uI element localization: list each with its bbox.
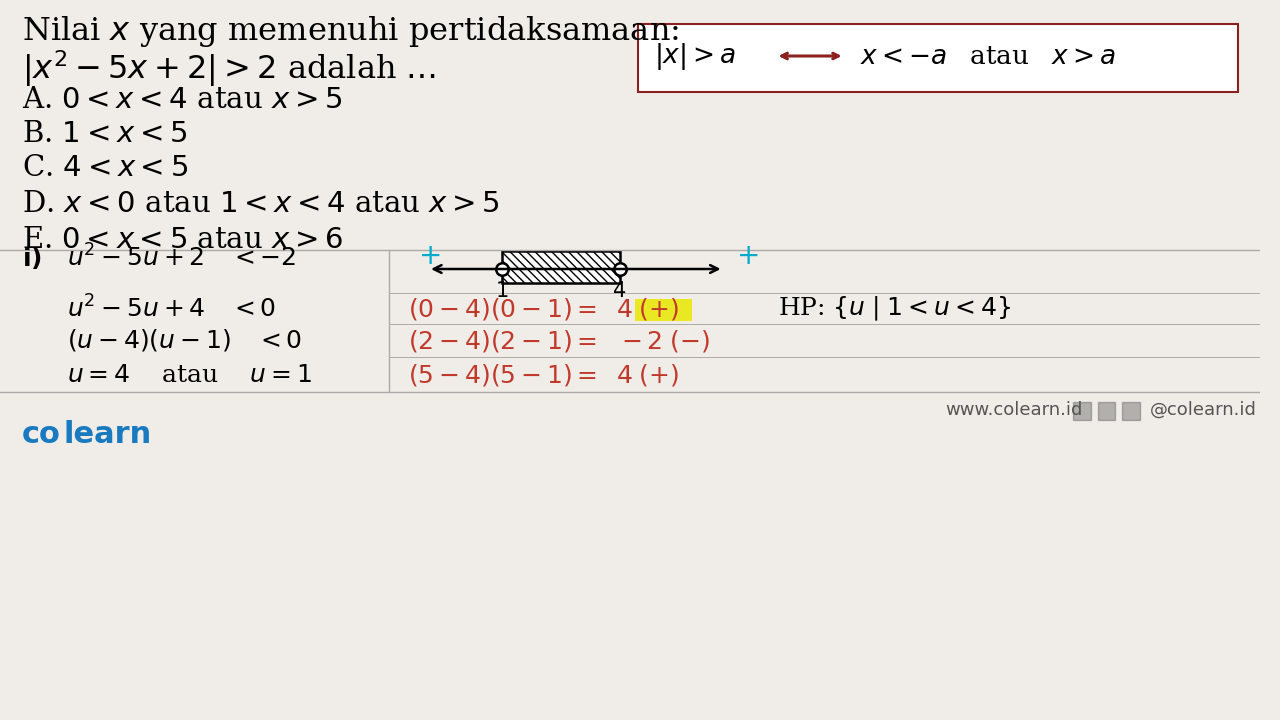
Bar	[1123, 402, 1139, 420]
Text: $(0-4)(0-1) = \;\; 4\; (+)$: $(0-4)(0-1) = \;\; 4\; (+)$	[408, 296, 680, 322]
Text: $u^2 - 5u + 2 \quad < -2$: $u^2 - 5u + 2 \quad < -2$	[67, 244, 296, 271]
Text: 4: 4	[613, 281, 627, 301]
Text: D. $x < 0$ atau $1 < x < 4$ atau $x > 5$: D. $x < 0$ atau $1 < x < 4$ atau $x > 5$	[22, 190, 499, 218]
Text: $(u-4)(u-1) \quad < 0$: $(u-4)(u-1) \quad < 0$	[67, 327, 302, 353]
Text: $(2-4)(2-1) = \;\; -2\; (-)$: $(2-4)(2-1) = \;\; -2\; (-)$	[408, 328, 710, 354]
Text: A. $0 < x < 4$ atau $x > 5$: A. $0 < x < 4$ atau $x > 5$	[22, 86, 342, 114]
Text: $+$: $+$	[419, 243, 440, 269]
Text: $x < -a\;\;$ atau $\;\;x > a$: $x < -a\;\;$ atau $\;\;x > a$	[860, 43, 1116, 68]
Bar	[1097, 402, 1115, 420]
Text: B. $1 < x < 5$: B. $1 < x < 5$	[22, 120, 187, 148]
Bar	[1073, 402, 1091, 420]
Text: $\mathbf{i)}$: $\mathbf{i)}$	[22, 245, 41, 271]
Text: E. $0 < x < 5$ atau $x > 6$: E. $0 < x < 5$ atau $x > 6$	[22, 226, 343, 254]
Text: $u^2 - 5u + 4 \quad < 0$: $u^2 - 5u + 4 \quad < 0$	[67, 295, 276, 323]
Bar	[502, 251, 620, 283]
Text: $|x^2 - 5x + 2| > 2$ adalah $\ldots$: $|x^2 - 5x + 2| > 2$ adalah $\ldots$	[22, 48, 435, 89]
Text: www.colearn.id: www.colearn.id	[945, 401, 1083, 419]
Text: HP: $\{u \mid 1 < u < 4\}$: HP: $\{u \mid 1 < u < 4\}$	[778, 295, 1010, 323]
Text: 1: 1	[495, 281, 508, 301]
Text: C. $4 < x < 5$: C. $4 < x < 5$	[22, 154, 188, 182]
Bar	[635, 299, 692, 321]
Text: $+$: $+$	[736, 243, 759, 269]
Bar	[637, 24, 1238, 92]
Text: $|x| > a$: $|x| > a$	[654, 40, 736, 71]
Text: co: co	[22, 420, 60, 449]
Text: Nilai $x$ yang memenuhi pertidaksamaan:: Nilai $x$ yang memenuhi pertidaksamaan:	[22, 14, 678, 49]
Text: $(5-4)(5-1) = \;\; 4\; (+)$: $(5-4)(5-1) = \;\; 4\; (+)$	[408, 362, 680, 388]
Text: $u = 4 \quad$ atau $\quad u = 1$: $u = 4 \quad$ atau $\quad u = 1$	[67, 364, 312, 387]
Text: learn: learn	[64, 420, 152, 449]
Text: @colearn.id: @colearn.id	[1149, 401, 1257, 419]
